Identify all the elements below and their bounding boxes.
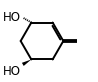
Text: HO: HO [3,65,21,78]
Text: HO: HO [3,11,21,24]
Polygon shape [22,59,31,66]
